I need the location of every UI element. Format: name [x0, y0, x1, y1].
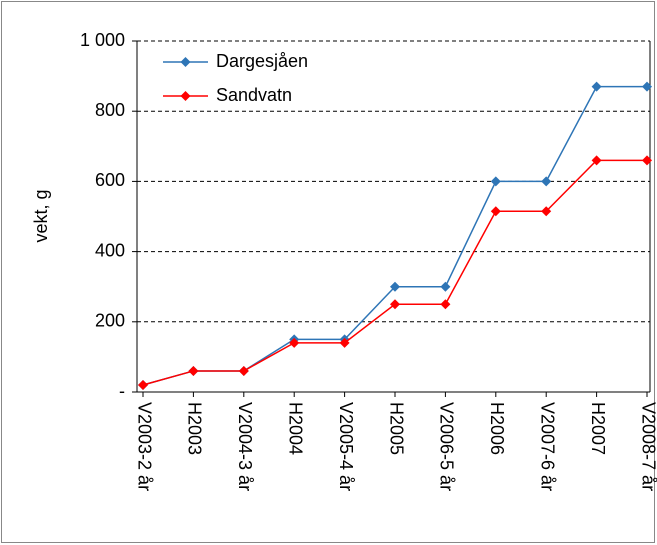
data-point — [440, 281, 451, 292]
legend-label: Dargesjåen — [216, 51, 308, 71]
x-tick-label: V2008-7 år — [638, 402, 657, 491]
y-axis-label: vekt, g — [31, 189, 51, 242]
data-point — [289, 337, 300, 348]
x-tick-label: V2006-5 år — [437, 402, 457, 491]
y-tick-label: 200 — [95, 311, 125, 331]
x-tick-label: V2005-4 år — [336, 402, 356, 491]
data-point — [238, 365, 249, 376]
y-tick-label: 1 000 — [80, 30, 125, 50]
data-point — [541, 176, 552, 187]
y-tick-label: 800 — [95, 100, 125, 120]
data-point — [591, 81, 602, 92]
y-tick-label: 400 — [95, 240, 125, 260]
data-point — [490, 176, 501, 187]
y-tick-label: 600 — [95, 170, 125, 190]
data-point — [591, 155, 602, 166]
legend-marker — [180, 57, 191, 67]
data-point — [541, 206, 552, 217]
x-tick-label: H2004 — [285, 402, 305, 455]
x-tick-label: V2004-3 år — [235, 402, 255, 491]
x-tick-label: H2003 — [185, 402, 205, 455]
x-tick-label: V2003-2 år — [134, 402, 154, 491]
data-point — [642, 81, 652, 92]
x-tick-label: H2005 — [386, 402, 406, 455]
x-tick-label: V2007-6 år — [537, 402, 557, 491]
data-point — [440, 299, 451, 310]
data-point — [490, 206, 501, 217]
data-point — [138, 379, 148, 390]
legend-marker — [180, 91, 191, 101]
data-point — [390, 299, 400, 310]
x-tick-label: H2007 — [588, 402, 608, 455]
data-point — [339, 337, 350, 348]
legend-label: Sandvatn — [216, 85, 292, 105]
y-tick-label: - — [119, 381, 125, 401]
x-tick-label: H2006 — [487, 402, 507, 455]
data-point — [390, 281, 400, 292]
data-point — [642, 155, 652, 166]
data-point — [188, 365, 199, 376]
